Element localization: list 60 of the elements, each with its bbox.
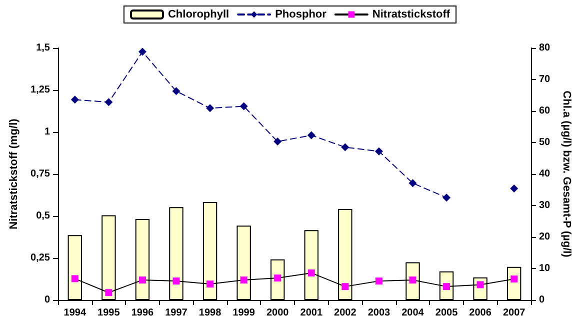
x-tick-label: 1997 xyxy=(165,308,188,318)
x-tick-label: 1994 xyxy=(64,308,86,318)
x-tick-label: 2002 xyxy=(334,308,357,318)
point xyxy=(71,275,78,282)
legend-label: Phosphor xyxy=(275,8,328,20)
x-tick-label: 2003 xyxy=(368,308,391,318)
point xyxy=(138,48,146,56)
x-tick-label: 2007 xyxy=(502,308,526,318)
point xyxy=(172,87,180,96)
point xyxy=(308,269,315,276)
point xyxy=(342,283,349,290)
point xyxy=(105,289,112,296)
x-tick-label: 2005 xyxy=(435,308,458,318)
point xyxy=(341,143,350,152)
y-tick-label: 1,25 xyxy=(30,84,50,96)
point xyxy=(138,276,146,284)
point xyxy=(70,96,79,104)
y2-tick-label: 50 xyxy=(538,137,551,148)
y-tick-label: 0,25 xyxy=(30,252,50,264)
y-tick-label: 1,5 xyxy=(36,42,50,54)
point xyxy=(240,276,248,284)
x-tick-label: 2006 xyxy=(469,308,492,318)
point xyxy=(172,278,180,285)
point xyxy=(274,274,282,282)
point xyxy=(206,104,214,112)
y2-axis-title: Chl.a (µg/l) bzw. Gesamt-P (µg/l) xyxy=(560,90,572,258)
point xyxy=(409,276,416,284)
y-tick-label: 0,5 xyxy=(36,210,50,222)
x-tick-label: 1998 xyxy=(198,308,222,318)
x-tick-label: 1995 xyxy=(98,308,120,318)
x-tick-label: 1996 xyxy=(131,308,154,318)
point xyxy=(374,147,383,156)
y2-tick-label: 40 xyxy=(538,168,551,180)
y2-tick-label: 0 xyxy=(538,294,545,306)
point xyxy=(240,102,248,110)
y-tick-label: 0,75 xyxy=(30,168,50,180)
point xyxy=(442,194,451,202)
y2-tick-label: 70 xyxy=(538,74,551,85)
x-tick-label: 2001 xyxy=(300,308,323,318)
x-tick-label: 2004 xyxy=(402,308,424,318)
y2-tick-label: 10 xyxy=(538,263,551,274)
point xyxy=(408,179,417,188)
y2-tick-label: 20 xyxy=(538,232,551,242)
point xyxy=(510,184,518,192)
point xyxy=(206,280,214,288)
point xyxy=(104,98,113,106)
y2-tick-label: 60 xyxy=(538,106,551,116)
x-tick-label: 1999 xyxy=(232,308,256,318)
y2-tick-label: 80 xyxy=(538,42,551,54)
legend-label: Chlorophyll xyxy=(168,8,230,20)
point xyxy=(274,138,282,146)
y-axis-title: Nitratstickstoff (mg/l) xyxy=(8,118,20,230)
point xyxy=(375,278,382,285)
y-tick-label: 0 xyxy=(44,294,50,306)
y-tick-label: 1 xyxy=(44,126,50,138)
legend-label: Nitratstickstoff xyxy=(372,8,450,20)
y2-tick-label: 30 xyxy=(538,200,551,211)
x-tick-label: 2000 xyxy=(266,308,290,318)
point xyxy=(307,131,316,140)
point xyxy=(510,276,518,282)
